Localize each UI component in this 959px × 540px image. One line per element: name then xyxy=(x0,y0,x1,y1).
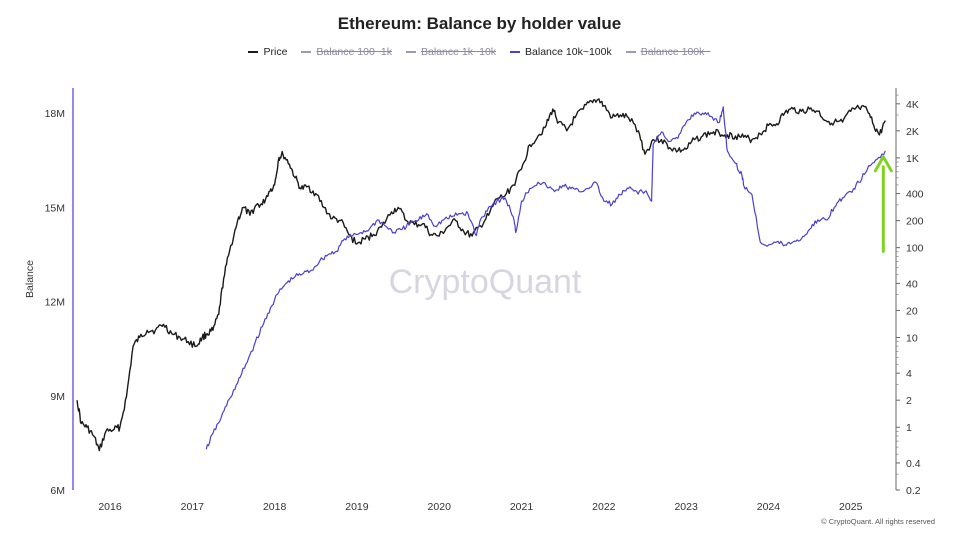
legend-label: Balance 1k~10k xyxy=(421,46,497,58)
x-tick-label: 2024 xyxy=(757,501,781,513)
x-tick-label: 2023 xyxy=(674,501,698,513)
x-tick-label: 2019 xyxy=(345,501,369,513)
copyright-footer: © CryptoQuant. All rights reserved xyxy=(821,517,935,526)
legend-item-1[interactable]: Balance 100~1k xyxy=(301,46,392,58)
right-tick-label: 4K xyxy=(906,99,919,111)
right-tick-label: 1K xyxy=(906,153,919,165)
right-tick-label: 100 xyxy=(906,243,924,255)
right-tick-label: 0.2 xyxy=(906,485,921,497)
legend-label: Balance 100k~ xyxy=(640,46,711,58)
legend-label: Price xyxy=(263,46,288,58)
price-series-line xyxy=(76,98,886,452)
right-tick-label: 0.4 xyxy=(906,458,921,470)
chart-title: Ethereum: Balance by holder value xyxy=(337,14,622,33)
legend-swatch xyxy=(301,51,312,53)
right-tick-label: 400 xyxy=(906,189,924,201)
right-tick-label: 10 xyxy=(906,332,918,344)
left-tick-label: 6M xyxy=(50,485,65,497)
right-tick-label: 40 xyxy=(906,278,918,290)
legend-swatch xyxy=(625,51,636,53)
x-tick-label: 2022 xyxy=(592,501,616,513)
right-tick-label: 1 xyxy=(906,422,912,434)
x-tick-label: 2025 xyxy=(839,501,863,513)
left-tick-label: 12M xyxy=(45,297,65,309)
legend-item-4[interactable]: Balance 100k~ xyxy=(625,46,711,58)
chart-legend: Price Balance 100~1k Balance 1k~10k Balance… xyxy=(0,46,959,58)
arrow-head xyxy=(873,155,893,173)
legend-swatch xyxy=(510,51,521,53)
legend-label: Balance 10k~100k xyxy=(525,46,612,58)
x-tick-label: 2021 xyxy=(510,501,534,513)
right-tick-label: 20 xyxy=(906,305,918,317)
legend-label: Balance 100~1k xyxy=(316,46,393,58)
x-tick-label: 2016 xyxy=(98,501,122,513)
left-tick-label: 9M xyxy=(50,391,65,403)
right-tick-label: 2 xyxy=(906,395,912,407)
legend-swatch xyxy=(248,51,259,53)
left-tick-label: 15M xyxy=(45,202,65,214)
legend-swatch xyxy=(406,51,417,53)
left-tick-label: 18M xyxy=(45,108,65,120)
left-axis-title: Balance xyxy=(24,260,36,298)
x-tick-label: 2018 xyxy=(263,501,287,513)
legend-item-2[interactable]: Balance 1k~10k xyxy=(406,46,496,58)
legend-item-0[interactable]: Price xyxy=(248,46,287,58)
legend-item-3[interactable]: Balance 10k~100k xyxy=(510,46,612,58)
x-tick-label: 2017 xyxy=(181,501,205,513)
right-tick-label: 2K xyxy=(906,126,919,138)
right-tick-label: 200 xyxy=(906,216,924,228)
right-tick-label: 4 xyxy=(906,368,912,380)
watermark: CryptoQuant xyxy=(389,263,582,301)
x-tick-label: 2020 xyxy=(428,501,452,513)
balance-10k-100k-series-line xyxy=(205,106,886,450)
